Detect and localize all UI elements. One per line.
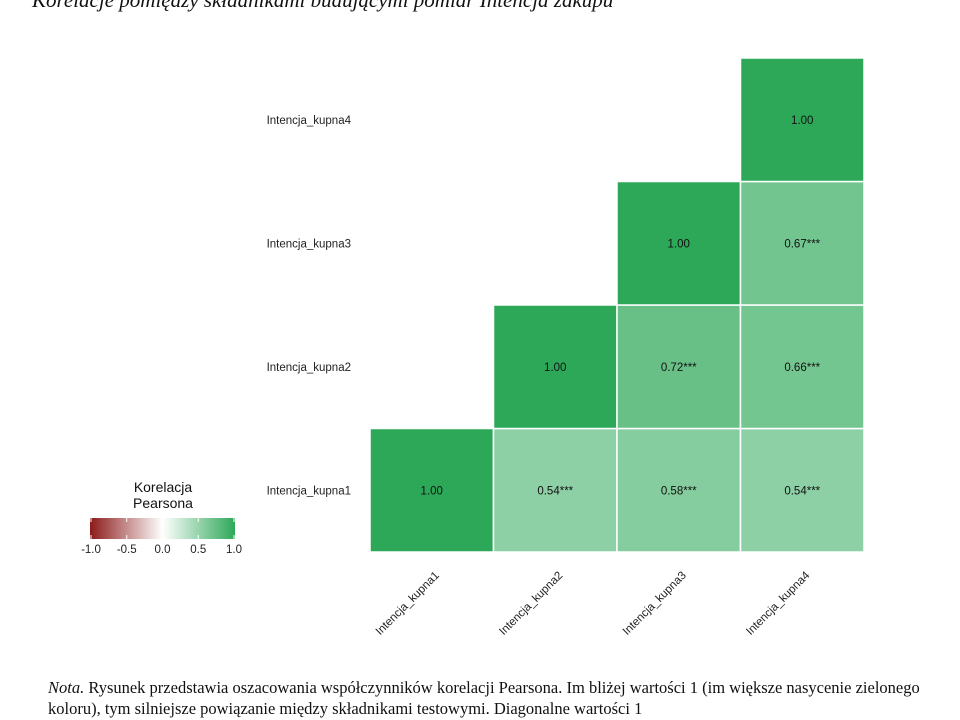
figure-note: Nota. Rysunek przedstawia oszacowania ws… [48,677,928,719]
cell-value-label: 1.00 [791,115,813,127]
cell-value-label: 1.00 [544,362,566,374]
legend-tick-label: 0.5 [190,544,206,556]
y-tick-label: Intencja_kupna4 [267,115,352,127]
x-tick-label: Intencja_kupna1 [374,570,442,638]
cell-value-label: 0.72*** [661,362,697,374]
legend-tick-label: 1.0 [226,544,242,556]
y-tick-label: Intencja_kupna2 [267,362,351,374]
cell-value-label: 0.54*** [784,485,820,497]
x-tick-label: Intencja_kupna4 [744,569,813,638]
legend-tick-label: 0.0 [155,544,171,556]
note-text: Rysunek przedstawia oszacowania współczy… [48,678,920,718]
x-axis-labels: Intencja_kupna1 Intencja_kupna2 Intencja_k… [374,569,813,638]
heatmap-cell [739,180,865,306]
heatmap-cell [616,304,742,430]
legend-tick-label: -1.0 [81,544,101,556]
cell-value-label: 1.00 [668,238,690,250]
legend-title: Pearsona [133,495,193,511]
heatmap-cell [739,57,865,183]
heatmap-cells: 1.00 0.54*** 0.58*** 0.54*** 1.00 0.72*** 0.66… [369,57,865,553]
legend-colorbar [90,518,235,539]
cell-value-label: 0.66*** [784,362,820,374]
legend-title: Korelacja [134,479,193,495]
legend-tick-label: -0.5 [117,544,137,556]
cell-value-label: 0.67*** [784,238,820,250]
figure-title: Korelacje pomiędzy składnikami budującym… [32,0,614,12]
heatmap-cell [492,304,618,430]
y-tick-label: Intencja_kupna3 [267,238,351,250]
note-lead: Nota. [48,678,85,697]
cell-value-label: 0.58*** [661,485,697,497]
correlation-heatmap: 1.00 0.54*** 0.58*** 0.54*** 1.00 0.72*** 0.66… [81,57,865,638]
x-tick-label: Intencja_kupna3 [621,570,689,638]
heatmap-cell [616,180,742,306]
heatmap-cell [492,427,618,553]
cell-value-label: 1.00 [421,485,443,497]
heatmap-cell [739,427,865,553]
cell-value-label: 0.54*** [537,485,573,497]
y-axis-labels: Intencja_kupna1 Intencja_kupna2 Intencja_k… [267,115,352,498]
y-tick-label: Intencja_kupna1 [267,485,351,497]
x-tick-label: Intencja_kupna2 [497,570,565,638]
heatmap-cell [739,304,865,430]
